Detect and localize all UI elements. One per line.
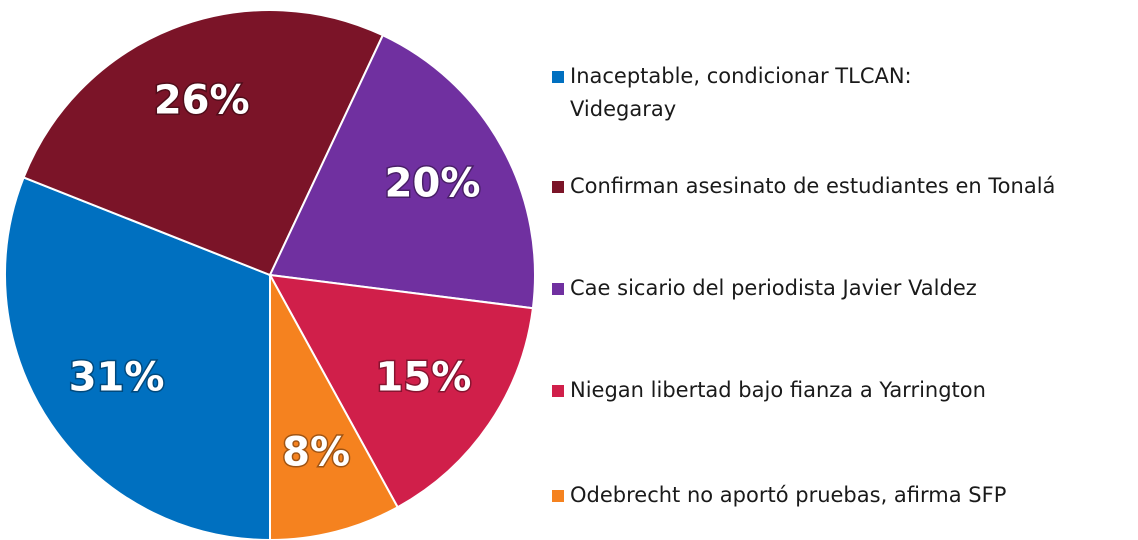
legend-label: Confirman asesinato de estudiantes en To… [570, 174, 1056, 198]
pie-slice [268, 33, 536, 310]
legend-item: Confirman asesinato de estudiantes en To… [552, 170, 1112, 203]
legend-item: Niegan libertad bajo fianza a Yarrington [552, 374, 1132, 407]
data-label: 20% [385, 161, 481, 207]
legend-swatch [552, 283, 564, 295]
data-label: 31% [69, 354, 165, 400]
legend-swatch [552, 490, 564, 502]
legend-swatch [552, 385, 564, 397]
data-label: 8% [282, 430, 350, 476]
legend-swatch [552, 181, 564, 193]
legend-label: Odebrecht no aportó pruebas, afirma SFP [570, 483, 1007, 507]
legend-label: Cae sicario del periodista Javier Valdez [570, 276, 977, 300]
pie-slice [268, 273, 535, 509]
pie-slice [4, 176, 271, 540]
chart: 31% 26% 20% 15% 8% [4, 9, 536, 540]
data-label: 26% [154, 78, 250, 124]
legend-item: Odebrecht no aportó pruebas, afirma SFP [552, 479, 1132, 512]
legend-label: Niegan libertad bajo fianza a Yarrington [570, 378, 986, 402]
data-label: 15% [376, 354, 472, 400]
legend-item: Cae sicario del periodista Javier Valdez [552, 272, 1132, 305]
legend-swatch [552, 71, 564, 83]
pie-slice [22, 9, 385, 277]
legend-label: Inaceptable, condicionar TLCAN: Videgara… [570, 64, 912, 121]
legend-item: Inaceptable, condicionar TLCAN: Videgara… [552, 60, 1022, 126]
